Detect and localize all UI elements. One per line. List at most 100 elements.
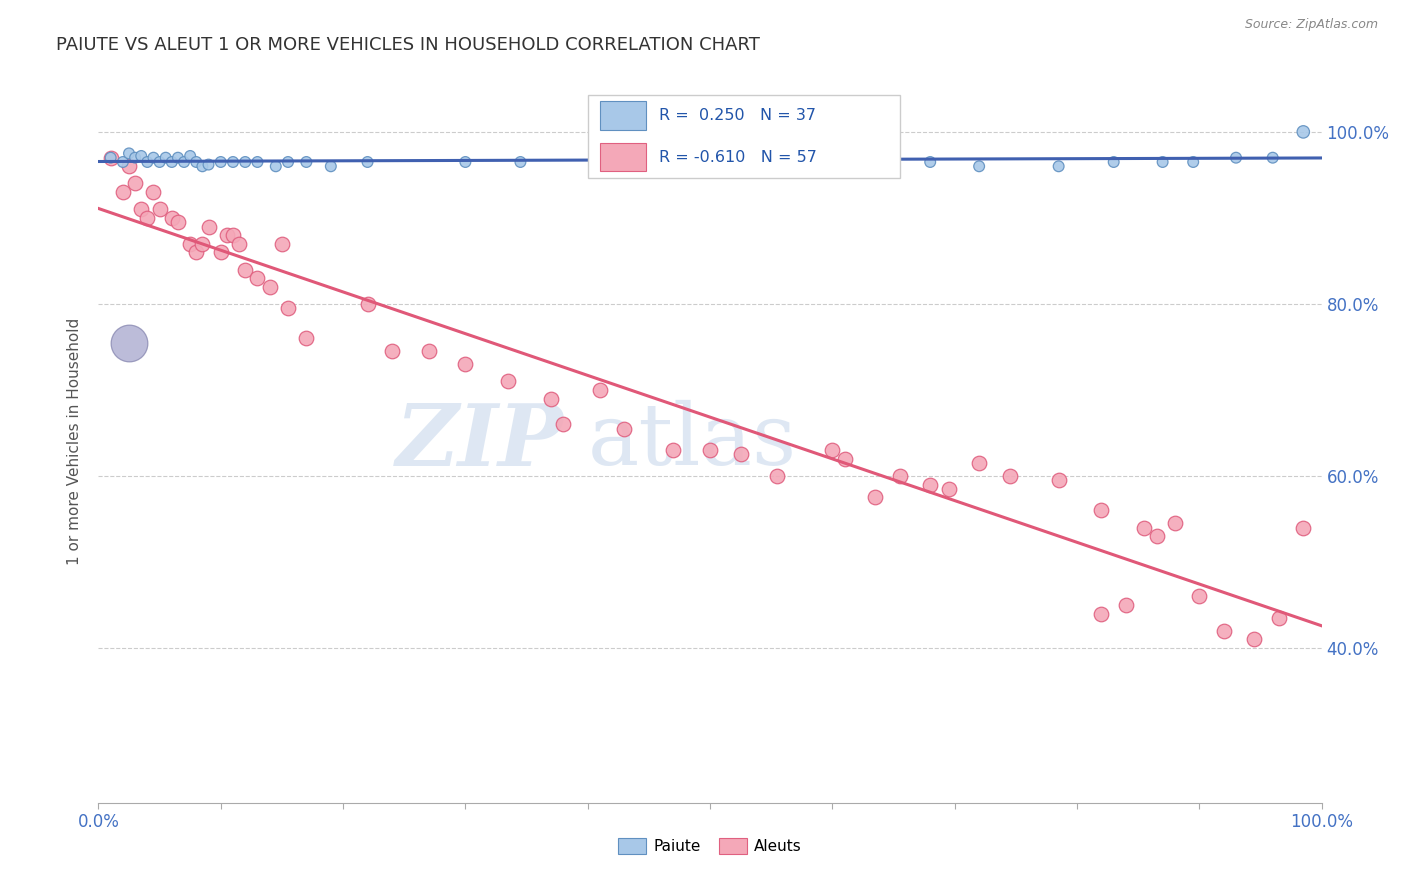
Point	[209, 245, 232, 260]
Point	[295, 155, 318, 169]
Point	[540, 392, 562, 406]
Point	[613, 422, 636, 436]
Point	[259, 279, 281, 293]
Point	[186, 245, 208, 260]
Point	[191, 159, 214, 173]
Point	[149, 202, 172, 217]
Text: ZIP: ZIP	[395, 400, 564, 483]
Point	[277, 301, 299, 316]
Point	[1047, 159, 1070, 173]
Point	[1188, 590, 1211, 604]
Point	[160, 211, 183, 225]
Point	[233, 262, 256, 277]
Point	[699, 443, 721, 458]
Point	[381, 344, 404, 359]
Point	[1268, 611, 1291, 625]
Point	[233, 155, 256, 169]
Point	[197, 157, 219, 171]
Point	[1225, 151, 1247, 165]
Point	[600, 155, 623, 169]
Point	[118, 335, 141, 350]
Point	[1152, 155, 1174, 169]
Point	[1292, 125, 1315, 139]
Point	[889, 469, 911, 483]
Point	[938, 482, 960, 496]
Point	[766, 469, 789, 483]
Text: atlas: atlas	[588, 400, 797, 483]
Bar	[600, 143, 647, 171]
Text: Source: ZipAtlas.com: Source: ZipAtlas.com	[1244, 18, 1378, 31]
Text: R = -0.610   N = 57: R = -0.610 N = 57	[658, 150, 817, 164]
Legend: Paiute, Aleuts: Paiute, Aleuts	[612, 832, 808, 860]
Point	[111, 155, 134, 169]
Point	[246, 271, 269, 285]
Point	[1182, 155, 1205, 169]
Point	[1133, 520, 1156, 534]
Point	[1090, 607, 1112, 621]
Point	[454, 155, 477, 169]
Point	[179, 149, 201, 163]
Text: R =  0.250   N = 37: R = 0.250 N = 37	[658, 108, 815, 123]
Point	[124, 151, 146, 165]
Point	[1243, 632, 1265, 647]
Point	[100, 151, 122, 165]
Point	[1146, 529, 1168, 543]
Point	[920, 477, 942, 491]
Bar	[600, 101, 647, 130]
Point	[277, 155, 299, 169]
Point	[454, 357, 477, 371]
Point	[356, 297, 378, 311]
Point	[124, 177, 146, 191]
Point	[167, 151, 190, 165]
Point	[356, 155, 378, 169]
Point	[136, 211, 159, 225]
Bar	[588, 95, 900, 178]
Point	[155, 151, 177, 165]
Point	[1090, 503, 1112, 517]
Point	[129, 149, 152, 163]
Point	[173, 155, 195, 169]
Point	[1261, 151, 1284, 165]
Point	[100, 151, 122, 165]
Point	[418, 344, 440, 359]
Point	[197, 219, 219, 234]
Point	[142, 185, 165, 199]
Point	[730, 447, 752, 461]
Point	[215, 228, 238, 243]
Point	[264, 159, 287, 173]
Point	[1212, 624, 1234, 638]
Point	[662, 443, 685, 458]
Point	[998, 469, 1021, 483]
Point	[270, 236, 294, 251]
Point	[209, 155, 232, 169]
Point	[1164, 516, 1187, 531]
Point	[111, 185, 134, 199]
Point	[295, 331, 318, 345]
Point	[149, 155, 172, 169]
Point	[920, 155, 942, 169]
Point	[834, 451, 856, 466]
Point	[246, 155, 269, 169]
Point	[967, 159, 990, 173]
Point	[319, 159, 342, 173]
Point	[589, 383, 612, 397]
Point	[1047, 473, 1070, 487]
Point	[129, 202, 152, 217]
Point	[186, 155, 208, 169]
Point	[118, 159, 141, 173]
Point	[228, 236, 250, 251]
Point	[509, 155, 531, 169]
Point	[821, 443, 844, 458]
Point	[496, 375, 519, 389]
Point	[1102, 155, 1125, 169]
Point	[136, 155, 159, 169]
Point	[167, 215, 190, 229]
Point	[118, 146, 141, 161]
Point	[222, 228, 245, 243]
Point	[160, 155, 183, 169]
Point	[222, 155, 245, 169]
Y-axis label: 1 or more Vehicles in Household: 1 or more Vehicles in Household	[67, 318, 83, 566]
Text: PAIUTE VS ALEUT 1 OR MORE VEHICLES IN HOUSEHOLD CORRELATION CHART: PAIUTE VS ALEUT 1 OR MORE VEHICLES IN HO…	[56, 36, 761, 54]
Point	[179, 236, 201, 251]
Point	[863, 491, 886, 505]
